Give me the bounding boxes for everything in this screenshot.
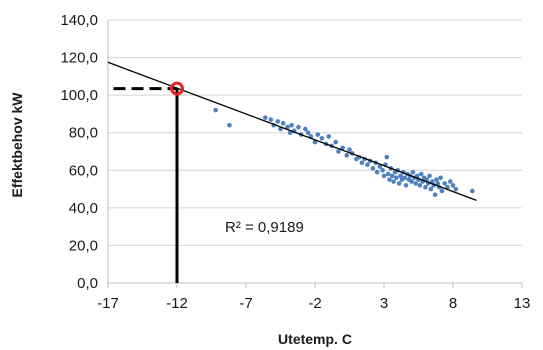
data-point [417,183,423,188]
data-point [450,183,456,188]
data-point [413,181,419,186]
data-point [409,179,414,184]
data-point [370,166,376,171]
highlight-group [113,81,184,283]
data-point [427,173,432,179]
y-tick-label: 40,0 [69,200,98,217]
data-point [333,139,339,145]
data-point [453,186,459,192]
data-point [296,124,301,130]
data-point [305,130,311,136]
data-point [384,154,390,160]
gridlines [108,19,522,284]
data-point [380,167,385,173]
data-point [418,171,424,177]
highlight-marker [170,81,184,96]
x-tick-label: 13 [514,295,531,312]
y-tick-labels: 0,0 20,0 40,0 60,0 80,0 100,0 120,0 140,0 [60,12,98,292]
data-point [275,119,281,124]
data-point [326,134,332,139]
r-squared-annotation: R² = 0,9189 [225,219,304,236]
x-tick-label: -12 [166,295,188,312]
data-point [344,152,350,158]
x-tick-label: -17 [97,295,119,312]
data-point [303,126,308,132]
data-point [381,173,387,179]
x-tick-labels: -17 -12 -7 -2 3 8 13 [97,295,530,312]
data-point [396,181,402,186]
data-point [280,121,286,126]
x-tick-label: -2 [308,295,321,312]
data-point [365,162,370,167]
data-point [289,122,294,128]
data-point [315,132,321,137]
data-point [410,169,416,175]
data-point [434,177,439,182]
data-point [227,122,232,128]
data-point [432,192,438,198]
y-tick-label: 120,0 [60,50,98,67]
data-point [439,188,445,194]
data-point [445,184,450,190]
axes [107,20,523,288]
data-point [403,183,409,188]
data-point [285,124,290,130]
data-point [435,181,441,186]
data-point [385,171,391,177]
trendline-group [107,61,477,201]
data-point [387,177,392,182]
x-axis-title: Utetemp. C [278,331,352,347]
data-point [263,115,268,120]
y-tick-label: 0,0 [77,275,98,292]
data-point [402,175,408,181]
data-point [359,160,365,166]
data-points [213,107,475,198]
data-point [428,186,434,192]
y-tick-label: 80,0 [69,125,98,142]
y-tick-label: 140,0 [60,12,98,29]
data-point [438,175,443,181]
trendline [107,61,477,201]
y-tick-label: 60,0 [69,162,98,179]
data-point [340,145,345,151]
data-point [213,107,218,113]
data-point [447,179,453,184]
data-point [391,179,396,184]
y-tick-label: 100,0 [60,87,98,104]
data-point [442,181,448,186]
data-point [389,173,395,179]
data-point [319,136,325,141]
data-point [268,117,274,122]
data-point [374,169,380,175]
data-point [423,184,428,190]
x-tick-label: -7 [239,295,252,312]
x-tick-label: 8 [449,295,457,312]
y-tick-label: 20,0 [69,237,98,254]
data-point [336,149,341,154]
y-axis-title: Effektbehov kW [9,92,25,198]
data-point [377,164,383,169]
data-point [394,175,399,181]
data-point [347,147,352,152]
x-tick-label: 3 [380,295,388,312]
data-point [398,173,403,179]
data-point [470,188,475,194]
